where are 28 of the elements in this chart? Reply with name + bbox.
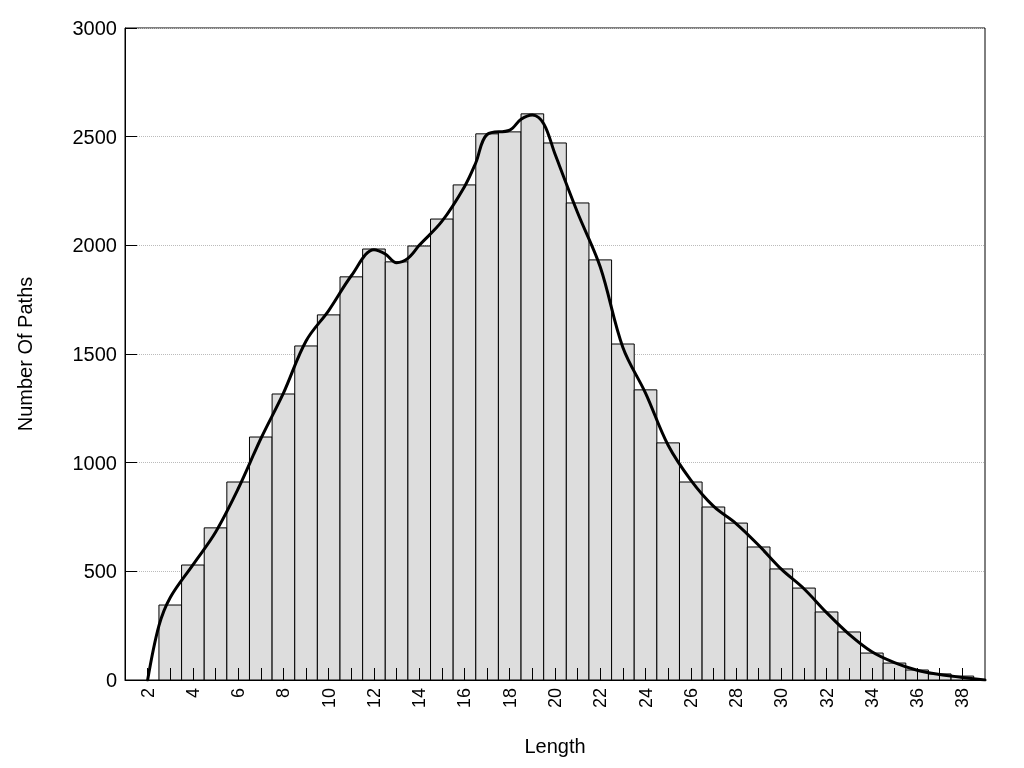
x-tick-label: 28: [726, 688, 747, 709]
y-tick-label: 2500: [72, 125, 117, 148]
y-tick-label: 500: [83, 560, 117, 583]
x-axis-title: Length: [524, 735, 586, 757]
x-tick-label: 36: [907, 688, 928, 709]
x-tick-label: 2: [137, 688, 158, 699]
x-tick-label: 22: [590, 688, 611, 709]
y-tick-label: 2000: [72, 234, 117, 257]
y-axis-title: Number Of Paths: [14, 276, 36, 432]
y-tick-label: 0: [105, 669, 117, 691]
x-tick-label: 24: [635, 688, 656, 709]
x-tick-label: 20: [545, 688, 565, 709]
x-tick-label: 34: [861, 688, 882, 709]
y-tick-label: 1500: [72, 343, 117, 365]
x-tick-label: 26: [680, 688, 701, 709]
x-tick-label: 14: [409, 688, 430, 709]
x-tick-label: 6: [228, 688, 249, 699]
x-tick-label: 12: [363, 688, 384, 709]
x-tick-label: 10: [318, 688, 339, 709]
x-tick-label: 30: [771, 688, 792, 709]
x-tick-label: 32: [816, 688, 837, 709]
x-tick-label: 8: [273, 688, 294, 699]
x-tick-label: 18: [499, 688, 520, 709]
x-tick-label: 38: [952, 688, 973, 709]
y-tick-label: 1000: [72, 451, 117, 474]
x-tick-label: 16: [454, 688, 475, 709]
y-tick-label: 3000: [72, 17, 117, 39]
x-tick-label: 4: [182, 688, 203, 699]
